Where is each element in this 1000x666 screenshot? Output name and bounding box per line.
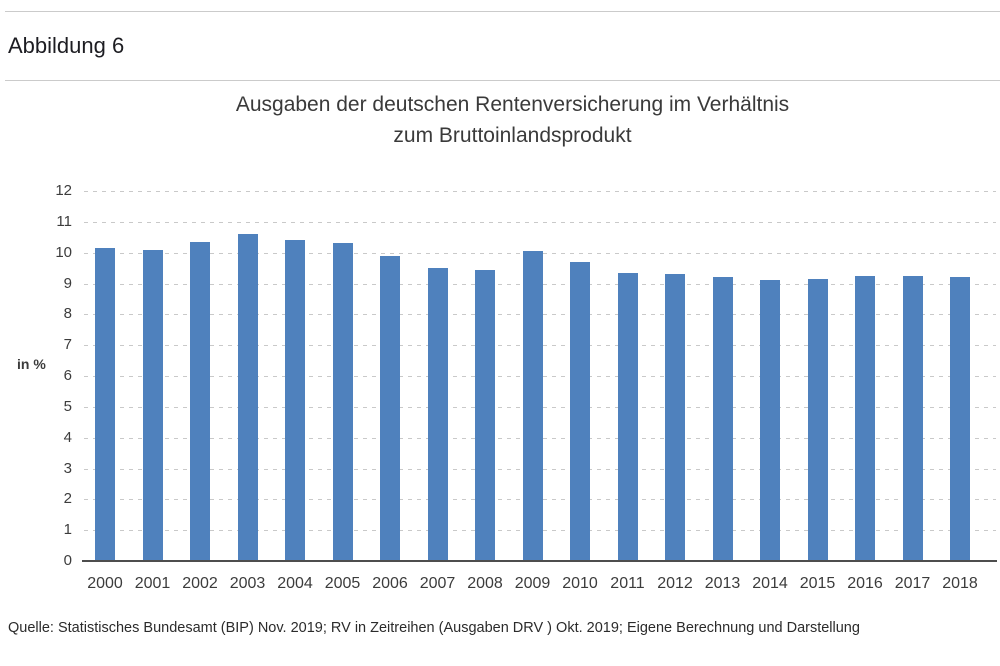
y-tick-label-0: 0 xyxy=(63,552,72,569)
x-tick-label-2000: 2000 xyxy=(87,575,123,592)
y-tick-label-4: 4 xyxy=(63,428,72,446)
y-tick-label-1: 1 xyxy=(63,521,72,539)
x-tick-label-2003: 2003 xyxy=(229,575,266,592)
gridline-12 xyxy=(84,191,996,192)
chart-title: Ausgaben der deutschen Rentenversicherun… xyxy=(25,89,1000,151)
x-tick-label-2015: 2015 xyxy=(799,575,836,592)
y-tick-label-5: 5 xyxy=(63,397,72,415)
bar-2013 xyxy=(712,277,733,561)
x-tick-label-2010: 2010 xyxy=(562,575,598,592)
x-tick-label-2007: 2007 xyxy=(419,575,456,592)
x-tick-label-2012: 2012 xyxy=(657,575,693,592)
bar-2015 xyxy=(807,278,828,561)
bar-2018 xyxy=(950,277,970,561)
header-divider xyxy=(5,80,1000,81)
x-tick-label-2004: 2004 xyxy=(277,575,313,592)
bar-2016 xyxy=(855,275,875,561)
y-tick-label-7: 7 xyxy=(63,336,72,354)
x-axis-baseline xyxy=(82,560,997,562)
x-tick-label-2008: 2008 xyxy=(467,575,503,592)
source-note: Quelle: Statistisches Bundesamt (BIP) No… xyxy=(8,620,860,636)
chart-title-line1: Ausgaben der deutschen Rentenversicherun… xyxy=(235,93,790,116)
bar-2011 xyxy=(617,272,638,561)
x-tick-label-2006: 2006 xyxy=(372,575,408,592)
y-tick-label-2: 2 xyxy=(63,490,72,508)
bar-2001 xyxy=(142,249,163,561)
top-divider xyxy=(5,11,1000,12)
x-tick-label-2002: 2002 xyxy=(182,575,218,592)
bar-2005 xyxy=(332,243,353,561)
x-tick-label-2014: 2014 xyxy=(752,575,788,592)
x-tick-label-2009: 2009 xyxy=(514,575,551,592)
bar-2009 xyxy=(522,251,543,561)
bar-2006 xyxy=(380,255,400,561)
bar-2004 xyxy=(285,240,305,561)
y-axis-unit-label: in % xyxy=(17,356,46,372)
gridline-11 xyxy=(84,221,996,223)
y-tick-label-3: 3 xyxy=(63,459,72,477)
bar-2012 xyxy=(665,274,685,561)
bar-2010 xyxy=(570,261,590,561)
plot-area xyxy=(84,191,996,561)
x-tick-label-2005: 2005 xyxy=(324,575,361,592)
x-tick-label-2013: 2013 xyxy=(704,575,741,592)
bar-2007 xyxy=(427,268,448,561)
bar-2017 xyxy=(902,275,923,561)
y-tick-label-8: 8 xyxy=(63,305,72,323)
y-tick-label-11: 11 xyxy=(56,212,72,230)
bar-2002 xyxy=(190,241,210,561)
bar-2008 xyxy=(475,269,495,561)
y-tick-label-10: 10 xyxy=(55,243,72,261)
x-tick-label-2001: 2001 xyxy=(134,575,171,592)
x-tick-label-2016: 2016 xyxy=(847,575,883,592)
chart-title-line2: zum Bruttoinlandsprodukt xyxy=(393,124,632,147)
y-tick-label-9: 9 xyxy=(63,274,72,292)
figure-label: Abbildung 6 xyxy=(8,33,125,58)
bar-2000 xyxy=(95,248,115,561)
bar-2003 xyxy=(237,234,258,561)
x-tick-label-2018: 2018 xyxy=(942,575,978,592)
bar-2014 xyxy=(760,280,780,561)
y-tick-label-12: 12 xyxy=(55,182,72,199)
x-tick-label-2017: 2017 xyxy=(894,575,931,592)
x-tick-label-2011: 2011 xyxy=(610,575,645,592)
y-tick-label-6: 6 xyxy=(63,367,72,384)
